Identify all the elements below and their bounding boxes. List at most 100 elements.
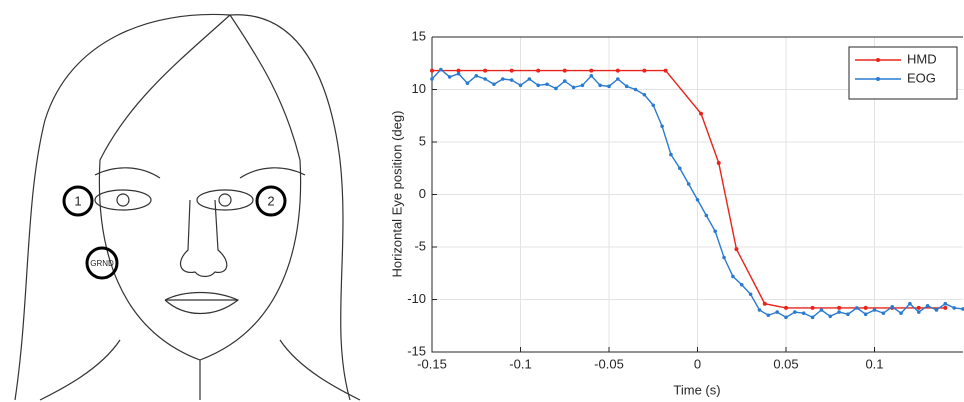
point (704, 213, 709, 218)
legend-marker (876, 58, 880, 62)
point (483, 77, 487, 81)
point (633, 87, 638, 92)
point (663, 68, 668, 73)
point (616, 77, 620, 81)
point (589, 68, 594, 73)
point (828, 314, 833, 319)
point (607, 84, 611, 89)
electrode-label: 2 (267, 193, 274, 208)
point (615, 68, 620, 73)
point (908, 301, 912, 306)
point (837, 310, 841, 314)
series-line (432, 69, 946, 309)
point (713, 229, 717, 234)
point (863, 312, 868, 317)
legend-label: EOG (907, 70, 936, 85)
x-tick-label: -0.05 (594, 356, 624, 371)
point (695, 197, 700, 202)
x-axis-label: Time (s) (673, 382, 720, 397)
point (784, 315, 788, 320)
point (748, 292, 753, 297)
point (598, 83, 602, 88)
point (943, 305, 948, 310)
point (456, 71, 461, 76)
y-tick-label: 0 (419, 186, 426, 201)
point (801, 311, 806, 315)
point (624, 84, 629, 89)
point (456, 68, 461, 73)
point (589, 74, 594, 78)
legend-box (848, 46, 958, 100)
point (642, 92, 647, 97)
electrode-label: 1 (74, 193, 81, 208)
point (686, 182, 691, 186)
y-tick-label: 10 (412, 81, 426, 96)
point (846, 312, 850, 317)
point (642, 68, 647, 73)
point (536, 68, 541, 73)
point (934, 308, 939, 312)
point (775, 310, 779, 314)
point (762, 301, 767, 306)
electrode-label: GRND (90, 259, 114, 268)
point (793, 310, 797, 314)
point (465, 81, 470, 85)
point (961, 307, 964, 311)
point (925, 304, 930, 308)
x-tick-label: -0.15 (417, 356, 447, 371)
point (819, 308, 824, 312)
point (810, 315, 815, 320)
x-tick-label: -0.1 (509, 356, 531, 371)
point (518, 83, 523, 88)
legend-marker (876, 77, 880, 81)
point (447, 75, 452, 79)
y-tick-label: -10 (407, 291, 426, 306)
point (527, 77, 532, 81)
point (881, 311, 886, 315)
point (890, 305, 894, 309)
point (554, 86, 558, 91)
point (439, 67, 443, 72)
point (509, 78, 514, 82)
point (562, 79, 567, 83)
point (501, 77, 505, 81)
point (722, 255, 726, 260)
point (739, 283, 744, 287)
x-tick-label: 0 (694, 356, 701, 371)
y-tick-label: -15 (407, 343, 426, 358)
point (571, 85, 576, 90)
point (430, 68, 434, 73)
point (669, 152, 673, 157)
point (509, 68, 514, 73)
point (766, 313, 771, 318)
y-tick-label: 15 (412, 28, 426, 43)
point (562, 68, 567, 73)
point (943, 301, 948, 306)
point (855, 306, 859, 310)
face-illustration: 1 2 GRND (14, 13, 361, 401)
y-axis-label: Horizontal Eye position (deg) (389, 111, 404, 278)
x-tick-label: 0.05 (773, 356, 798, 371)
point (492, 82, 496, 87)
point (678, 166, 682, 171)
point (837, 305, 842, 310)
point (536, 83, 540, 88)
point (716, 161, 721, 165)
point (699, 111, 704, 116)
point (916, 305, 921, 310)
point (899, 311, 903, 315)
point (731, 274, 735, 279)
point (810, 305, 815, 310)
point (734, 247, 739, 252)
point (872, 308, 877, 312)
point (916, 310, 921, 314)
x-tick-label: 0.1 (865, 356, 883, 371)
point (430, 77, 434, 81)
point (660, 124, 664, 129)
y-tick-label: -5 (414, 238, 426, 253)
point (952, 306, 956, 310)
point (651, 103, 656, 108)
point (784, 305, 788, 310)
y-tick-label: 5 (419, 133, 426, 148)
